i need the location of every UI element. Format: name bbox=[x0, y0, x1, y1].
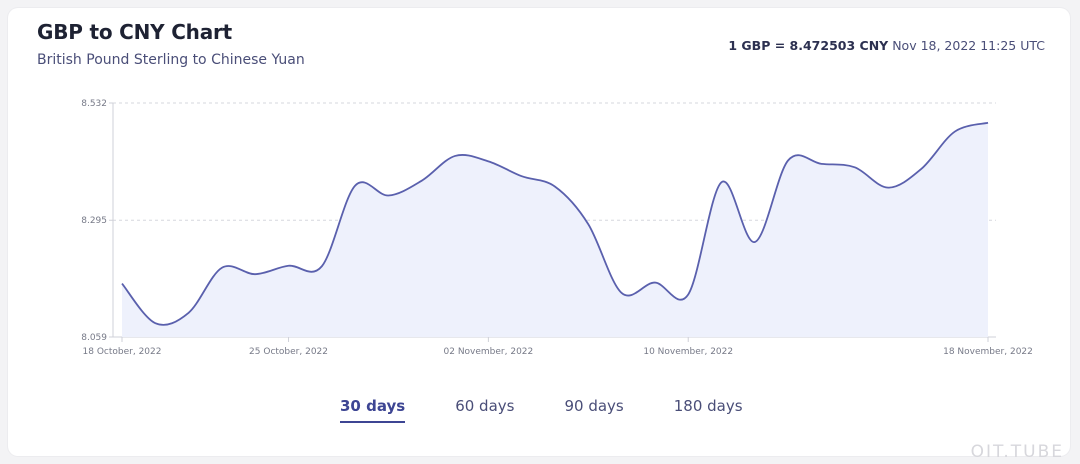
y-tick-label: 8.532 bbox=[81, 99, 107, 109]
exchange-rate-info: 1 GBP = 8.472503 CNY Nov 18, 2022 11:25 … bbox=[728, 38, 1045, 53]
range-tabs: 30 days 60 days 90 days 180 days bbox=[340, 397, 793, 423]
x-tick-label: 25 October, 2022 bbox=[249, 347, 328, 357]
x-tick-label: 02 November, 2022 bbox=[444, 347, 534, 357]
tab-90-days[interactable]: 90 days bbox=[564, 397, 624, 415]
chart-area-fill bbox=[122, 122, 988, 337]
chart-title: GBP to CNY Chart bbox=[37, 20, 233, 44]
y-tick-label: 8.295 bbox=[81, 216, 107, 226]
chart-series-line bbox=[121, 121, 989, 326]
rate-timestamp: Nov 18, 2022 11:25 UTC bbox=[892, 38, 1045, 53]
rate-value: 1 GBP = 8.472503 CNY bbox=[728, 38, 889, 53]
tab-60-days[interactable]: 60 days bbox=[455, 397, 515, 415]
x-tick-label: 18 November, 2022 bbox=[943, 347, 1033, 357]
x-tick-labels: 18 October, 2022 25 October, 2022 02 Novem… bbox=[83, 337, 1033, 357]
y-tick-labels: 8.532 8.295 8.059 bbox=[81, 99, 113, 343]
watermark: OIT.TUBE bbox=[970, 442, 1064, 462]
tab-30-days[interactable]: 30 days bbox=[340, 397, 406, 423]
line-chart: 8.532 8.295 8.059 18 October, 2022 25 Octob… bbox=[81, 99, 1033, 357]
x-tick-label: 18 October, 2022 bbox=[83, 347, 162, 357]
chart-subtitle: British Pound Sterling to Chinese Yuan bbox=[37, 52, 305, 68]
x-tick-label: 10 November, 2022 bbox=[643, 347, 733, 357]
y-tick-label: 8.059 bbox=[81, 333, 107, 343]
tab-180-days[interactable]: 180 days bbox=[673, 397, 743, 415]
